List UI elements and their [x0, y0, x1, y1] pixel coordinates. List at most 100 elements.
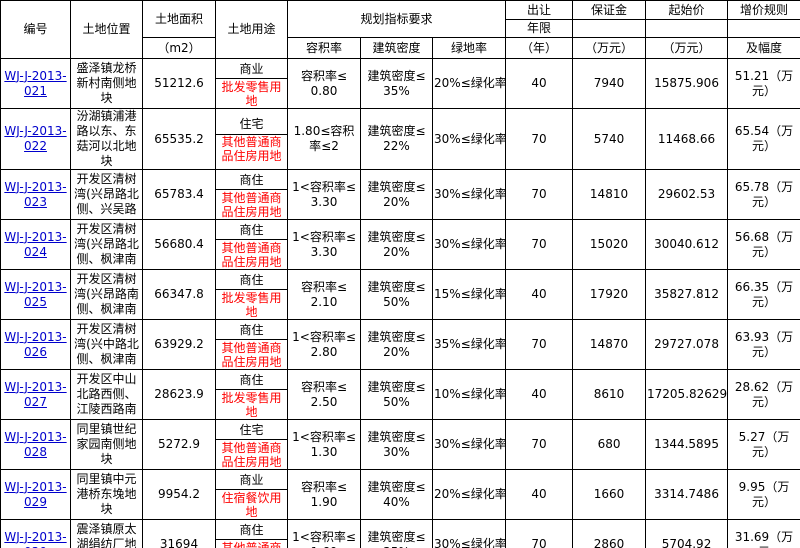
- far-cell: 1<容积率≤ 3.30: [287, 169, 361, 220]
- table-row: WJ-J-2013- 024 开发区清树 湾(兴昂路北 侧、枫津南 56680.…: [0, 219, 800, 270]
- land-use-main: 商住: [216, 171, 287, 190]
- density-cell: 建筑密度≤ 35%: [360, 519, 433, 548]
- land-location-cell: 同里镇中元 港桥东堍地 块: [70, 469, 143, 520]
- land-use-main: 商业: [216, 471, 287, 490]
- density-cell: 建筑密度≤ 22%: [360, 108, 433, 170]
- land-area-cell: 56680.4: [142, 219, 216, 270]
- deposit-cell: 14810: [572, 169, 647, 220]
- land-id-cell: WJ-J-2013- 022: [0, 108, 71, 170]
- table-row: WJ-J-2013- 026 开发区清树 湾(兴中路北 侧、枫津南 63929.…: [0, 319, 800, 370]
- land-id-link[interactable]: WJ-J-2013- 030: [4, 529, 67, 548]
- land-use-cell: 商住 其他普通商 品住房用地: [215, 169, 288, 220]
- density-cell: 建筑密度≤ 30%: [360, 419, 433, 470]
- far-cell: 1.80≤容积 率≤2: [287, 108, 361, 170]
- land-id-cell: WJ-J-2013- 028: [0, 419, 71, 470]
- land-location-cell: 开发区清树 湾(兴中路北 侧、枫津南: [70, 319, 143, 370]
- col-header-deposit: 保证金: [572, 0, 647, 20]
- density-cell: 建筑密度≤ 20%: [360, 169, 433, 220]
- far-cell: 1<容积率≤ 1.30: [287, 419, 361, 470]
- table-row: WJ-J-2013- 022 汾湖镇浦港 路以东、东 菇河以北地 块 65535…: [0, 108, 800, 170]
- increase-cell: 28.62（万 元）: [727, 369, 800, 420]
- term-cell: 40: [505, 469, 574, 520]
- term-cell: 70: [505, 319, 574, 370]
- land-area-cell: 51212.6: [142, 58, 216, 109]
- land-area-cell: 9954.2: [142, 469, 216, 520]
- land-use-cell: 商住 其他普通商 品住房用地: [215, 219, 288, 270]
- land-area-cell: 65783.4: [142, 169, 216, 220]
- land-use-main: 商住: [216, 221, 287, 240]
- land-use-sub: 其他普通商 品住房用地: [221, 540, 282, 548]
- land-use-cell: 商住 其他普通商 品住房用地: [215, 319, 288, 370]
- term-cell: 70: [505, 419, 574, 470]
- table-row: WJ-J-2013- 027 开发区中山 北路西侧、 江陵西路南 28623.9…: [0, 369, 800, 420]
- land-area-cell: 66347.8: [142, 269, 216, 320]
- land-location-cell: 开发区清树 湾(兴昂路南 侧、枫津南: [70, 269, 143, 320]
- land-id-link[interactable]: WJ-J-2013- 029: [4, 479, 67, 509]
- start-price-cell: 30040.612: [645, 219, 729, 270]
- increase-cell: 65.78（万 元）: [727, 169, 800, 220]
- col-header-planning: 规划指标要求: [286, 0, 507, 38]
- land-use-main: 住宅: [216, 421, 287, 440]
- increase-cell: 56.68（万 元）: [727, 219, 800, 270]
- land-location-cell: 盛泽镇龙桥 新村南侧地 块: [70, 58, 143, 109]
- land-area-cell: 63929.2: [142, 319, 216, 370]
- land-use-cell: 商业 批发零售用 地: [215, 58, 288, 109]
- far-cell: 容积率≤ 0.80: [287, 58, 361, 109]
- land-location-cell: 同里镇世纪 家园南侧地 块: [70, 419, 143, 470]
- land-area-cell: 31694: [142, 519, 216, 548]
- land-id-link[interactable]: WJ-J-2013- 026: [4, 329, 67, 359]
- land-use-main: 商住: [216, 271, 287, 290]
- land-location-cell: 开发区清树 湾(兴昂路北 侧、枫津南: [70, 219, 143, 270]
- table-row: WJ-J-2013- 030 震泽镇原太 湖绢纺厂地 块 31694 商住 其他…: [0, 519, 800, 548]
- col-header-term-line1: 出让: [505, 0, 574, 20]
- col-header-start-unit: （万元）: [645, 37, 729, 59]
- green-ratio-cell: 30%≤绿化率: [431, 169, 507, 220]
- deposit-cell: 15020: [572, 219, 647, 270]
- density-cell: 建筑密度≤ 20%: [360, 219, 433, 270]
- land-area-cell: 5272.9: [142, 419, 216, 470]
- land-id-link[interactable]: WJ-J-2013- 028: [4, 429, 67, 459]
- green-ratio-cell: 30%≤绿化率: [431, 108, 507, 170]
- start-price-cell: 17205.82629: [645, 369, 729, 420]
- term-cell: 40: [505, 58, 574, 109]
- land-id-link[interactable]: WJ-J-2013- 027: [4, 379, 67, 409]
- land-id-link[interactable]: WJ-J-2013- 025: [4, 279, 67, 309]
- table-row: WJ-J-2013- 023 开发区清树 湾(兴昂路北 侧、兴吴路 65783.…: [0, 169, 800, 220]
- land-use-main: 商住: [216, 321, 287, 340]
- col-header-far: 容积率: [287, 37, 361, 59]
- land-id-link[interactable]: WJ-J-2013- 022: [4, 124, 67, 153]
- land-use-sub: 住宿餐饮用 地: [221, 490, 282, 519]
- density-cell: 建筑密度≤ 50%: [360, 269, 433, 320]
- land-id-link[interactable]: WJ-J-2013- 023: [4, 179, 67, 209]
- start-price-cell: 29602.53: [645, 169, 729, 220]
- land-id-link[interactable]: WJ-J-2013- 021: [4, 68, 67, 98]
- deposit-cell: 8610: [572, 369, 647, 420]
- land-location-cell: 震泽镇原太 湖绢纺厂地 块: [70, 519, 143, 548]
- green-ratio-cell: 30%≤绿化率: [431, 519, 507, 548]
- density-cell: 建筑密度≤ 50%: [360, 369, 433, 420]
- land-id-link[interactable]: WJ-J-2013- 024: [4, 229, 67, 259]
- term-cell: 40: [505, 269, 574, 320]
- green-ratio-cell: 30%≤绿化率: [431, 419, 507, 470]
- far-cell: 1<容积率≤ 1.60: [287, 519, 361, 548]
- start-price-cell: 1344.5895: [645, 419, 729, 470]
- header-spacer-cell: [645, 19, 729, 38]
- deposit-cell: 5740: [572, 108, 647, 170]
- start-price-cell: 15875.906: [645, 58, 729, 109]
- land-use-sub: 批发零售用 地: [221, 79, 282, 108]
- land-use-sub: 其他普通商 品住房用地: [221, 440, 282, 469]
- land-use-cell: 商业 住宿餐饮用 地: [215, 469, 288, 520]
- land-use-sub: 其他普通商 品住房用地: [221, 240, 282, 269]
- land-use-sub: 批发零售用 地: [221, 290, 282, 319]
- density-cell: 建筑密度≤ 40%: [360, 469, 433, 520]
- density-cell: 建筑密度≤ 35%: [360, 58, 433, 109]
- green-ratio-cell: 15%≤绿化率: [431, 269, 507, 320]
- increase-cell: 66.35（万 元）: [727, 269, 800, 320]
- increase-cell: 5.27（万 元）: [727, 419, 800, 470]
- header-spacer-cell: [727, 19, 800, 38]
- col-header-density: 建筑密度: [360, 37, 433, 59]
- start-price-cell: 3314.7486: [645, 469, 729, 520]
- green-ratio-cell: 10%≤绿化率: [431, 369, 507, 420]
- table-row: WJ-J-2013- 021 盛泽镇龙桥 新村南侧地 块 51212.6 商业 …: [0, 58, 800, 109]
